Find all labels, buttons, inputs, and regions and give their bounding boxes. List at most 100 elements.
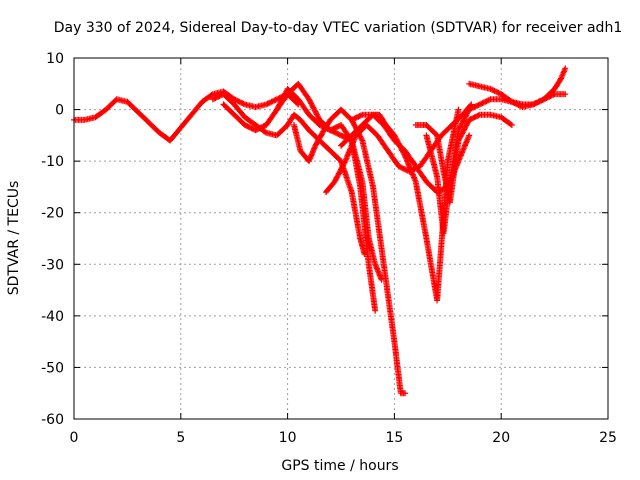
data-point xyxy=(372,307,379,314)
data-point-segment xyxy=(284,81,301,98)
data-point-segment xyxy=(540,87,557,103)
data-point-segment xyxy=(331,159,348,185)
data-point-segment xyxy=(380,261,398,344)
data-point-segment xyxy=(466,112,482,123)
data-point-segment xyxy=(365,261,378,313)
y-tick-label: 0 xyxy=(55,103,64,119)
data-point-segment xyxy=(382,122,397,138)
data-point-segment xyxy=(444,108,462,165)
data-point-segment xyxy=(188,100,205,118)
data-point-segment xyxy=(551,76,564,92)
data-point-segment xyxy=(353,123,369,139)
data-point-segment xyxy=(167,125,183,144)
data-point-segment xyxy=(370,183,387,266)
data-point-segment xyxy=(103,97,119,113)
data-point-segment xyxy=(412,163,429,184)
data-point-segment xyxy=(323,179,337,196)
data-point-segment xyxy=(220,101,237,117)
data-point-segment xyxy=(338,133,354,149)
data-point-segment xyxy=(385,147,401,168)
data-point-segment xyxy=(374,132,391,153)
data-point-segment xyxy=(423,178,440,195)
data-point-segment xyxy=(306,144,318,165)
axis-ticks: 0 5 10 15 20 25 10 0 -10 -20 -30 -40 -50 -60 xyxy=(41,51,617,446)
y-axis-label: SDTVAR / TECUs xyxy=(6,181,22,296)
data-point-segment xyxy=(291,122,303,153)
data-point-segment xyxy=(338,106,354,122)
data-point-segment xyxy=(177,112,194,131)
data-point-segment xyxy=(348,112,364,123)
data-point-segment xyxy=(306,96,322,122)
data-point xyxy=(402,390,409,397)
data-point-segment xyxy=(434,132,447,173)
series-arc-a xyxy=(209,91,368,257)
data-point-segment xyxy=(498,91,514,104)
data-point-segment xyxy=(145,119,162,135)
data-point-segment xyxy=(363,122,380,138)
data-point-segment xyxy=(342,133,359,165)
x-tick-label: 5 xyxy=(176,430,185,446)
data-point-segment xyxy=(295,80,312,101)
series-arc-d xyxy=(291,106,409,397)
data-point xyxy=(508,122,515,129)
y-tick-label: -10 xyxy=(41,154,64,170)
data-point-segment xyxy=(291,111,303,122)
data-point-segment xyxy=(466,80,482,89)
series-arc-i xyxy=(412,111,515,206)
data-point-segment xyxy=(199,92,215,105)
data-points xyxy=(71,65,569,397)
x-axis-label: GPS time / hours xyxy=(281,458,398,474)
data-point-segment xyxy=(124,98,140,115)
data-point xyxy=(562,91,569,98)
data-point-segment xyxy=(423,132,440,179)
data-point-segment xyxy=(372,261,384,282)
data-point-segment xyxy=(446,139,462,206)
data-point-segment xyxy=(438,123,454,139)
data-point xyxy=(455,106,462,113)
x-tick-label: 20 xyxy=(492,430,510,446)
data-point-segment xyxy=(376,111,389,127)
data-point xyxy=(466,132,473,139)
x-tick-label: 15 xyxy=(385,430,403,446)
data-point-segment xyxy=(402,153,419,184)
data-point-segment xyxy=(412,178,430,240)
data-point-segment xyxy=(498,114,514,128)
x-tick-label: 10 xyxy=(279,430,297,446)
data-point-segment xyxy=(476,83,492,92)
series-arc-baseline xyxy=(71,88,302,144)
data-point-segment xyxy=(273,123,290,139)
data-point-segment xyxy=(306,111,322,127)
data-point xyxy=(562,65,569,72)
y-tick-label: -40 xyxy=(41,309,64,325)
data-point-segment xyxy=(312,128,327,149)
data-point-segment xyxy=(252,122,268,134)
data-point-segment xyxy=(231,101,247,120)
data-point-segment xyxy=(295,96,312,117)
y-tick-label: 10 xyxy=(46,51,64,67)
x-tick-label: 25 xyxy=(599,430,617,446)
data-point-segment xyxy=(263,107,279,128)
data-point-segment xyxy=(455,107,472,134)
data-point-segment xyxy=(348,123,365,139)
data-point-segment xyxy=(92,107,108,121)
data-point-segment xyxy=(348,189,363,240)
x-tick-label: 0 xyxy=(70,430,79,446)
data-point-segment xyxy=(391,132,408,158)
data-point-segment xyxy=(297,116,311,133)
data-point-segment xyxy=(241,114,258,128)
data-point-segment xyxy=(220,91,237,107)
data-point-segment xyxy=(466,102,482,113)
data-point-segment xyxy=(320,118,333,134)
series-arc-j xyxy=(466,65,569,110)
y-tick-label: -60 xyxy=(41,412,64,428)
data-point-segment xyxy=(423,122,440,138)
data-point-segment xyxy=(327,147,343,164)
data-point-segment xyxy=(231,111,247,127)
data-point-segment xyxy=(273,92,290,113)
data-point-segment xyxy=(327,107,343,123)
data-point-segment xyxy=(357,183,372,266)
plot-frame xyxy=(73,57,609,420)
data-point-segment xyxy=(135,109,151,125)
y-tick-label: -20 xyxy=(41,206,64,222)
data-point-segment xyxy=(391,338,404,395)
